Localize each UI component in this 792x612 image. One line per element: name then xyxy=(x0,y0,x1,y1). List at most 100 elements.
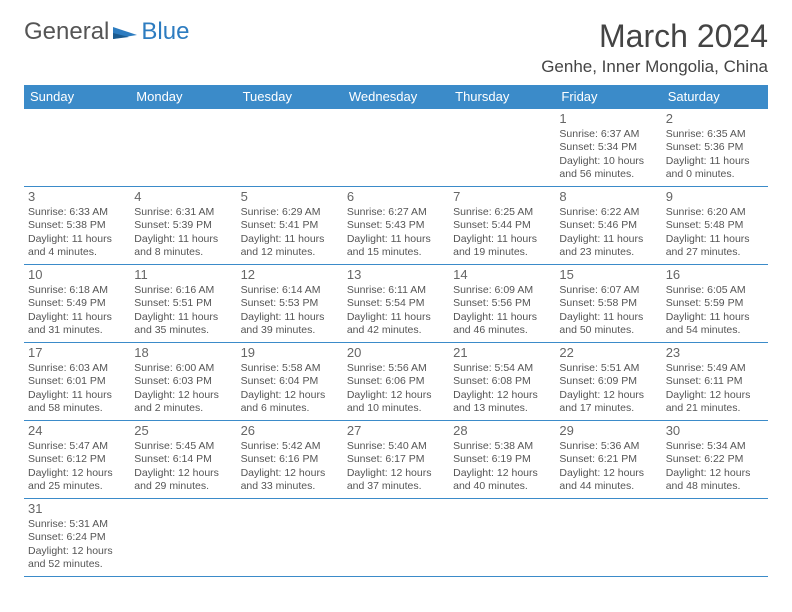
sunrise-line: Sunrise: 6:20 AM xyxy=(666,206,764,219)
empty-cell xyxy=(449,499,555,577)
daylight-line: Daylight: 11 hours and 4 minutes. xyxy=(28,233,126,259)
day-number: 14 xyxy=(453,267,551,283)
day-number: 11 xyxy=(134,267,232,283)
sunset-line: Sunset: 5:38 PM xyxy=(28,219,126,232)
daylight-line: Daylight: 11 hours and 58 minutes. xyxy=(28,389,126,415)
sunset-line: Sunset: 6:06 PM xyxy=(347,375,445,388)
sunset-line: Sunset: 6:24 PM xyxy=(28,531,126,544)
day-number: 1 xyxy=(559,111,657,127)
daylight-line: Daylight: 12 hours and 52 minutes. xyxy=(28,545,126,571)
day-cell: 12Sunrise: 6:14 AMSunset: 5:53 PMDayligh… xyxy=(237,265,343,343)
day-cell: 10Sunrise: 6:18 AMSunset: 5:49 PMDayligh… xyxy=(24,265,130,343)
day-number: 27 xyxy=(347,423,445,439)
daylight-line: Daylight: 11 hours and 42 minutes. xyxy=(347,311,445,337)
day-number: 20 xyxy=(347,345,445,361)
sunrise-line: Sunrise: 5:40 AM xyxy=(347,440,445,453)
sunset-line: Sunset: 6:04 PM xyxy=(241,375,339,388)
day-cell: 13Sunrise: 6:11 AMSunset: 5:54 PMDayligh… xyxy=(343,265,449,343)
day-number: 22 xyxy=(559,345,657,361)
day-number: 17 xyxy=(28,345,126,361)
sunset-line: Sunset: 5:56 PM xyxy=(453,297,551,310)
sunset-line: Sunset: 5:36 PM xyxy=(666,141,764,154)
sunrise-line: Sunrise: 5:38 AM xyxy=(453,440,551,453)
daylight-line: Daylight: 11 hours and 27 minutes. xyxy=(666,233,764,259)
sunrise-line: Sunrise: 5:34 AM xyxy=(666,440,764,453)
daylight-line: Daylight: 12 hours and 6 minutes. xyxy=(241,389,339,415)
day-cell: 24Sunrise: 5:47 AMSunset: 6:12 PMDayligh… xyxy=(24,421,130,499)
sunrise-line: Sunrise: 6:35 AM xyxy=(666,128,764,141)
sunrise-line: Sunrise: 6:11 AM xyxy=(347,284,445,297)
daylight-line: Daylight: 11 hours and 46 minutes. xyxy=(453,311,551,337)
day-cell: 1Sunrise: 6:37 AMSunset: 5:34 PMDaylight… xyxy=(555,109,661,187)
day-number: 25 xyxy=(134,423,232,439)
day-cell: 17Sunrise: 6:03 AMSunset: 6:01 PMDayligh… xyxy=(24,343,130,421)
day-number: 8 xyxy=(559,189,657,205)
daylight-line: Daylight: 12 hours and 48 minutes. xyxy=(666,467,764,493)
daylight-line: Daylight: 11 hours and 50 minutes. xyxy=(559,311,657,337)
daylight-line: Daylight: 12 hours and 21 minutes. xyxy=(666,389,764,415)
flag-icon xyxy=(111,23,139,41)
sunrise-line: Sunrise: 6:00 AM xyxy=(134,362,232,375)
weekday-header: Friday xyxy=(555,85,661,109)
day-number: 26 xyxy=(241,423,339,439)
sunrise-line: Sunrise: 5:54 AM xyxy=(453,362,551,375)
sunrise-line: Sunrise: 5:42 AM xyxy=(241,440,339,453)
day-cell: 11Sunrise: 6:16 AMSunset: 5:51 PMDayligh… xyxy=(130,265,236,343)
day-number: 29 xyxy=(559,423,657,439)
daylight-line: Daylight: 12 hours and 25 minutes. xyxy=(28,467,126,493)
day-number: 3 xyxy=(28,189,126,205)
daylight-line: Daylight: 12 hours and 2 minutes. xyxy=(134,389,232,415)
sunset-line: Sunset: 5:54 PM xyxy=(347,297,445,310)
sunrise-line: Sunrise: 6:18 AM xyxy=(28,284,126,297)
day-number: 12 xyxy=(241,267,339,283)
daylight-line: Daylight: 11 hours and 12 minutes. xyxy=(241,233,339,259)
day-number: 23 xyxy=(666,345,764,361)
sunset-line: Sunset: 5:59 PM xyxy=(666,297,764,310)
daylight-line: Daylight: 12 hours and 29 minutes. xyxy=(134,467,232,493)
daylight-line: Daylight: 12 hours and 13 minutes. xyxy=(453,389,551,415)
weekday-header: Tuesday xyxy=(237,85,343,109)
daylight-line: Daylight: 11 hours and 0 minutes. xyxy=(666,155,764,181)
weekday-header: Monday xyxy=(130,85,236,109)
empty-cell xyxy=(130,499,236,577)
day-cell: 9Sunrise: 6:20 AMSunset: 5:48 PMDaylight… xyxy=(662,187,768,265)
sunrise-line: Sunrise: 6:31 AM xyxy=(134,206,232,219)
weekday-header: Thursday xyxy=(449,85,555,109)
day-cell: 2Sunrise: 6:35 AMSunset: 5:36 PMDaylight… xyxy=(662,109,768,187)
daylight-line: Daylight: 12 hours and 44 minutes. xyxy=(559,467,657,493)
day-number: 7 xyxy=(453,189,551,205)
sunrise-line: Sunrise: 6:33 AM xyxy=(28,206,126,219)
header: General Blue March 2024 Genhe, Inner Mon… xyxy=(24,18,768,77)
sunset-line: Sunset: 6:11 PM xyxy=(666,375,764,388)
day-number: 30 xyxy=(666,423,764,439)
day-cell: 6Sunrise: 6:27 AMSunset: 5:43 PMDaylight… xyxy=(343,187,449,265)
day-cell: 4Sunrise: 6:31 AMSunset: 5:39 PMDaylight… xyxy=(130,187,236,265)
calendar-table: SundayMondayTuesdayWednesdayThursdayFrid… xyxy=(24,85,768,577)
sunset-line: Sunset: 6:17 PM xyxy=(347,453,445,466)
sunset-line: Sunset: 6:09 PM xyxy=(559,375,657,388)
sunrise-line: Sunrise: 6:14 AM xyxy=(241,284,339,297)
day-cell: 27Sunrise: 5:40 AMSunset: 6:17 PMDayligh… xyxy=(343,421,449,499)
sunrise-line: Sunrise: 6:09 AM xyxy=(453,284,551,297)
daylight-line: Daylight: 12 hours and 10 minutes. xyxy=(347,389,445,415)
sunset-line: Sunset: 6:08 PM xyxy=(453,375,551,388)
day-cell: 7Sunrise: 6:25 AMSunset: 5:44 PMDaylight… xyxy=(449,187,555,265)
day-number: 19 xyxy=(241,345,339,361)
empty-cell xyxy=(343,109,449,187)
sunset-line: Sunset: 5:34 PM xyxy=(559,141,657,154)
day-cell: 18Sunrise: 6:00 AMSunset: 6:03 PMDayligh… xyxy=(130,343,236,421)
weekday-header-row: SundayMondayTuesdayWednesdayThursdayFrid… xyxy=(24,85,768,109)
sunrise-line: Sunrise: 5:31 AM xyxy=(28,518,126,531)
empty-cell xyxy=(237,499,343,577)
sunset-line: Sunset: 5:51 PM xyxy=(134,297,232,310)
day-number: 10 xyxy=(28,267,126,283)
sunset-line: Sunset: 5:39 PM xyxy=(134,219,232,232)
sunrise-line: Sunrise: 5:36 AM xyxy=(559,440,657,453)
empty-cell xyxy=(449,109,555,187)
weekday-header: Wednesday xyxy=(343,85,449,109)
logo-text-1: General xyxy=(24,18,109,46)
sunset-line: Sunset: 5:49 PM xyxy=(28,297,126,310)
day-number: 28 xyxy=(453,423,551,439)
day-cell: 19Sunrise: 5:58 AMSunset: 6:04 PMDayligh… xyxy=(237,343,343,421)
sunrise-line: Sunrise: 6:27 AM xyxy=(347,206,445,219)
